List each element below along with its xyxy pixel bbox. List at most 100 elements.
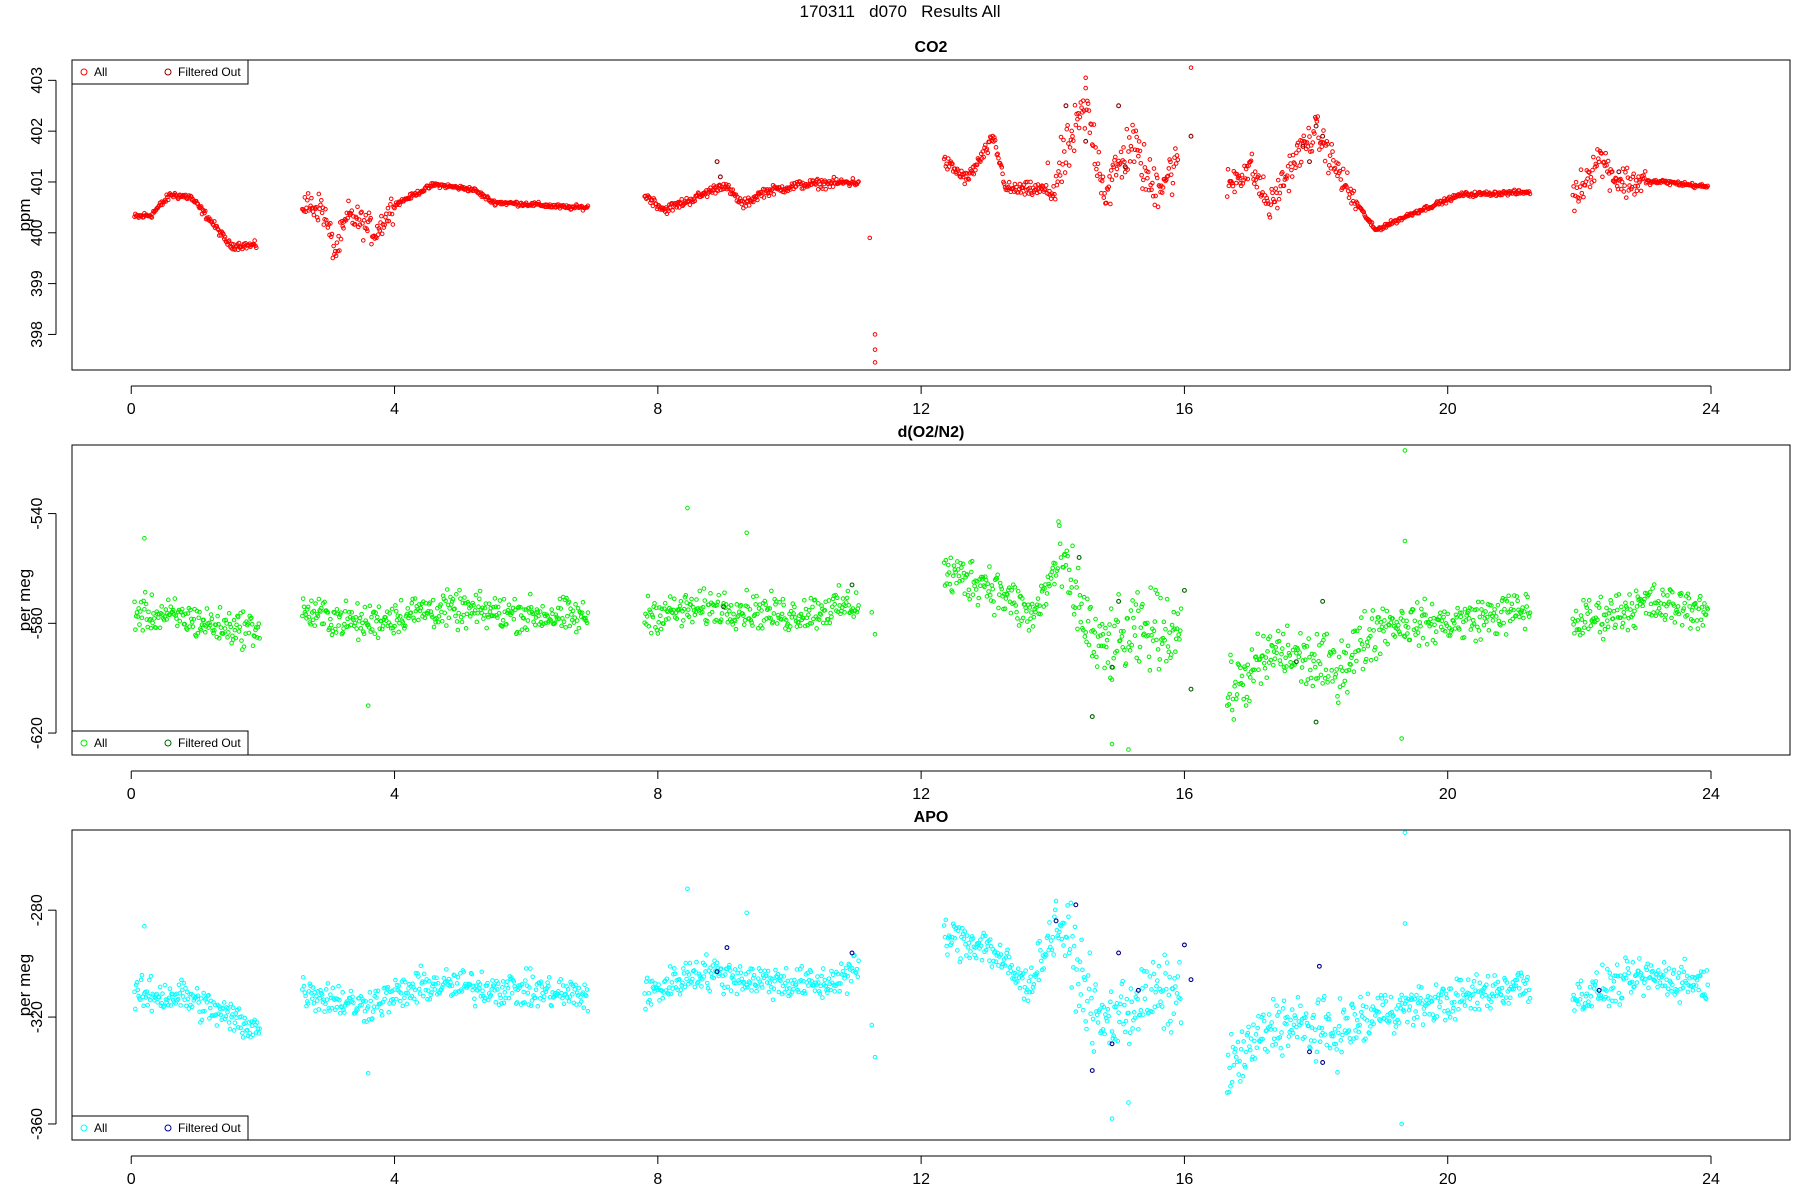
data-point-all xyxy=(177,618,183,624)
data-point-all xyxy=(373,610,378,616)
data-point-all xyxy=(1578,167,1584,173)
data-point-all xyxy=(1620,620,1626,626)
data-point-all xyxy=(1027,605,1033,610)
data-point-all xyxy=(404,1001,410,1007)
data-point-all xyxy=(369,241,374,247)
data-point-all xyxy=(142,535,147,541)
data-point-all xyxy=(528,604,534,610)
data-point-all xyxy=(1053,898,1059,904)
data-point-all xyxy=(473,983,479,989)
data-point-all xyxy=(815,980,821,985)
data-point-all xyxy=(697,588,703,594)
data-point-all xyxy=(133,982,139,988)
data-point-all xyxy=(1088,1011,1093,1016)
data-point-all xyxy=(417,991,423,996)
data-point-all xyxy=(1091,649,1097,655)
data-point-all xyxy=(175,623,180,629)
data-point-all xyxy=(231,1028,237,1033)
data-point-all xyxy=(1520,605,1525,610)
data-point-all xyxy=(581,1005,587,1011)
data-point-all xyxy=(785,621,791,627)
data-point-all xyxy=(808,969,814,975)
data-point-all xyxy=(1136,659,1142,664)
data-point-all xyxy=(1414,600,1420,605)
data-point-all xyxy=(1163,971,1168,976)
data-point-all xyxy=(1665,992,1670,997)
data-point-all xyxy=(817,991,823,996)
data-point-all xyxy=(1176,632,1181,638)
data-point-all xyxy=(535,609,541,614)
data-point-all xyxy=(1690,618,1696,624)
data-point-all xyxy=(148,625,154,631)
data-point-all xyxy=(1118,629,1124,634)
data-point-all xyxy=(736,978,741,983)
data-point-all xyxy=(1682,956,1687,962)
data-point-all xyxy=(1123,1018,1129,1024)
data-point-all xyxy=(394,617,400,623)
data-point-all xyxy=(232,1020,238,1026)
data-point-all xyxy=(1157,657,1163,662)
data-point-all xyxy=(741,980,746,986)
data-point-all xyxy=(647,607,652,613)
data-point-all xyxy=(1081,108,1087,113)
data-point-filtered xyxy=(1293,659,1299,665)
data-point-all xyxy=(569,991,575,997)
data-point-all xyxy=(1704,968,1710,973)
data-point-all xyxy=(1314,119,1320,124)
data-point-all xyxy=(236,1006,242,1011)
data-point-all xyxy=(960,174,966,180)
data-point-all xyxy=(195,993,201,999)
data-point-all xyxy=(302,195,308,200)
data-point-all xyxy=(1510,616,1516,622)
data-point-all xyxy=(1268,657,1274,663)
data-point-all xyxy=(1629,979,1635,985)
data-point-all xyxy=(644,975,650,981)
data-point-all xyxy=(1379,624,1385,630)
legend-marker-filtered xyxy=(164,1124,172,1132)
data-point-all xyxy=(1473,638,1478,644)
data-point-all xyxy=(1252,181,1257,186)
data-point-all xyxy=(329,231,335,237)
data-point-all xyxy=(1339,1049,1344,1055)
data-point-all xyxy=(391,1001,397,1006)
data-point-all xyxy=(1321,997,1326,1003)
data-point-all xyxy=(1178,606,1184,611)
data-point-all xyxy=(1368,1024,1373,1029)
data-point-all xyxy=(1606,1003,1612,1009)
data-point-all xyxy=(1158,595,1163,601)
data-point-all xyxy=(1014,609,1019,615)
data-point-all xyxy=(412,987,418,993)
data-point-all xyxy=(1634,188,1640,194)
data-point-all xyxy=(724,186,730,192)
data-point-all xyxy=(1062,170,1068,175)
data-point-all xyxy=(398,597,404,603)
data-point-all xyxy=(322,599,327,605)
data-point-all xyxy=(254,245,259,251)
data-point-all xyxy=(1068,137,1074,143)
data-point-all xyxy=(340,990,346,995)
data-point-all xyxy=(1038,958,1044,964)
data-point-all xyxy=(579,610,585,616)
data-point-all xyxy=(149,1008,155,1014)
data-point-all xyxy=(373,988,378,994)
data-point-all xyxy=(1508,606,1514,612)
data-point-all xyxy=(992,135,997,140)
x-tick-label: 0 xyxy=(127,401,136,418)
data-point-all xyxy=(1622,183,1627,188)
data-point-all xyxy=(1660,592,1666,597)
data-point-all xyxy=(829,968,834,974)
data-point-all xyxy=(1233,1054,1239,1060)
data-point-all xyxy=(1365,643,1371,649)
data-point-all xyxy=(1054,568,1060,574)
data-point-all xyxy=(1361,646,1367,652)
data-point-all xyxy=(1582,625,1587,630)
data-point-all xyxy=(1126,1100,1131,1105)
data-point-all xyxy=(1388,620,1394,626)
data-point-all xyxy=(998,952,1004,957)
data-point-all xyxy=(1400,610,1405,616)
data-point-all xyxy=(710,963,716,968)
data-point-all xyxy=(1393,1024,1399,1029)
data-point-all xyxy=(1340,1010,1346,1015)
data-point-all xyxy=(1682,600,1687,606)
data-point-all xyxy=(1372,647,1377,653)
